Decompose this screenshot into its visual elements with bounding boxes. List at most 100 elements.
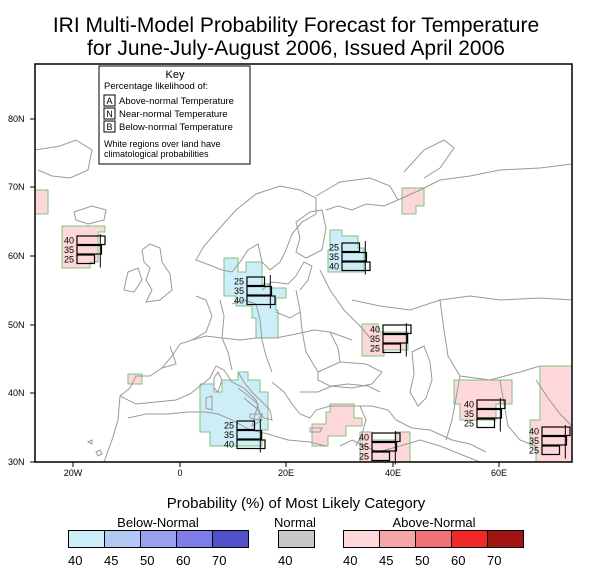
forecast-bar [476,399,506,410]
forecast-value: 25 [234,277,244,287]
lat-label-80n: 80N [8,114,25,124]
forecast-bar [382,343,402,354]
key-item-below: B Below-normal Temperature [103,120,233,133]
legend-above-tick-label: 45 [379,553,394,568]
legend-above-label: Above-Normal [392,515,476,530]
forecast-value: 40 [529,427,539,437]
forecast-bar [371,432,401,443]
key-subheading: Percentage likelihood of: [104,81,208,92]
forecast-value: 25 [329,243,339,253]
legend-normal-tick-label: 40 [278,553,293,568]
legend-below-label: Below-Normal [117,515,199,530]
forecast-bar [341,251,368,262]
legend-below-swatch [140,530,177,548]
key-label-near: Near-normal Temperature [119,109,228,120]
legend-above-tick-label: 70 [487,553,502,568]
forecast-bar [341,242,361,253]
forecast-bar [236,429,263,440]
key-letter-b: B [106,122,112,132]
legend-above-tick-label: 40 [343,553,358,568]
map-content [35,139,572,462]
forecast-bar [236,439,266,450]
forecast-value: 35 [329,252,339,262]
forecast-bar [341,261,371,272]
key-letter-a: A [106,96,112,106]
forecast-value: 35 [359,442,369,452]
forecast-bar [371,441,398,452]
lon-label-40e: 40E [385,468,401,478]
region-atlantic-strip [35,189,49,215]
legend-below-tick-label: 60 [176,553,191,568]
forecast-bar [76,244,103,255]
forecast-value: 40 [464,400,474,410]
key-label-below: Below-normal Temperature [119,122,233,133]
forecast-value: 35 [224,430,234,440]
key-item-near: N Near-normal Temperature [103,107,228,120]
forecast-bar [371,451,391,462]
legend-above-swatch [487,530,524,548]
forecast-boxes: 4035252535402535404035252535404035254035… [64,234,571,465]
forecast-value: 35 [64,245,74,255]
forecast-bar [476,408,503,419]
forecast-value: 25 [64,255,74,265]
forecast-value: 25 [224,421,234,431]
key-label-above: Above-normal Temperature [119,96,234,107]
legend-above-swatch [343,530,380,548]
key-item-above: A Above-normal Temperature [103,94,234,107]
forecast-value: 40 [224,440,234,450]
region-northern-russia [401,187,425,215]
lon-label-60e: 60E [491,468,507,478]
map-title-line1: IRI Multi-Model Probability Forecast for… [52,14,540,37]
key-letter-n: N [106,109,113,119]
key-note-line2: climatological probabilities [104,149,209,159]
forecast-value: 40 [64,236,74,246]
legend-below-tick-label: 40 [68,553,83,568]
key-heading: Key [166,69,185,81]
legend-above-swatch [415,530,452,548]
forecast-value: 40 [370,325,380,335]
legend-above-swatch [451,530,488,548]
legend-below-swatch [176,530,213,548]
forecast-bar [541,426,571,437]
forecast-bar [476,418,496,429]
lat-label-30n: 30N [8,457,25,467]
forecast-bar [382,324,412,335]
legend-below-tick-label: 45 [104,553,119,568]
forecast-bar [246,276,266,287]
key-note-line1: White regions over land have [104,139,221,149]
forecast-value: 25 [529,446,539,456]
legend-above-tick-label: 50 [415,553,430,568]
forecast-value: 40 [329,262,339,272]
legend-title: Probability (%) of Most Likely Category [166,495,426,512]
forecast-value: 25 [359,452,369,462]
forecast-value: 35 [464,409,474,419]
forecast-bar [76,235,106,246]
forecast-value: 25 [370,344,380,354]
latitude-labels: 80N 70N 60N 50N 40N 30N [8,114,25,467]
forecast-value: 40 [234,296,244,306]
forecast-regions [35,187,572,462]
coastlines [35,139,572,462]
legend-above-tick-label: 60 [451,553,466,568]
map-frame [34,63,573,463]
region-scandinavia-central-europe [223,257,287,339]
forecast-value: 25 [464,419,474,429]
lat-label-50n: 50N [8,320,25,330]
legend-below-tick-label: 50 [140,553,155,568]
lon-label-0: 0 [177,468,182,478]
legend-normal-swatch [278,530,315,548]
forecast-value: 35 [234,286,244,296]
legend-below-swatch [104,530,141,548]
lat-label-70n: 70N [8,182,25,192]
lon-label-20e: 20E [278,468,294,478]
region-east-mediterranean [311,403,363,447]
legend-below-tick-label: 70 [212,553,227,568]
